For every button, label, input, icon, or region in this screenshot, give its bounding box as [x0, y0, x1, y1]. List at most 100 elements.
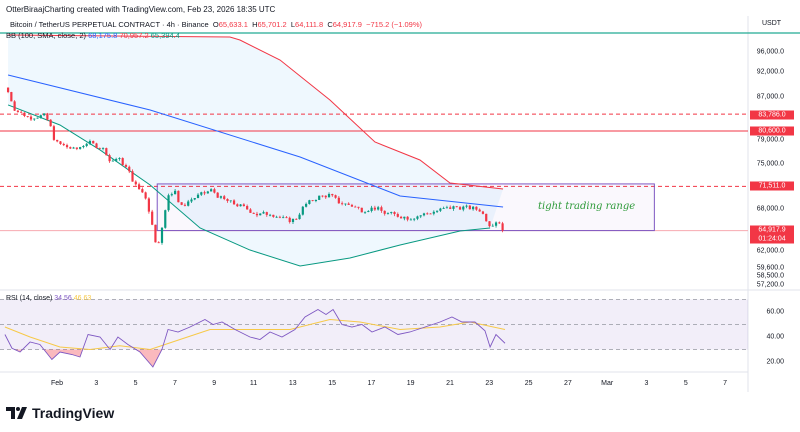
- candle: [255, 211, 259, 218]
- candle-body: [183, 204, 187, 206]
- tradingview-logo[interactable]: TradingView: [6, 405, 114, 421]
- rsi-tick: 20.00: [766, 358, 784, 366]
- candle-body: [311, 200, 314, 202]
- candle: [334, 194, 337, 199]
- bb-upper-value: 70,957.2: [119, 31, 149, 40]
- candle: [39, 114, 42, 119]
- candle: [465, 204, 468, 209]
- candle-body: [442, 208, 445, 209]
- candle-body: [105, 148, 108, 156]
- candle: [10, 91, 13, 102]
- candle: [62, 142, 65, 147]
- candle-body: [164, 210, 167, 228]
- candle-body: [154, 224, 157, 243]
- candle-body: [301, 206, 304, 215]
- candle-body: [370, 207, 373, 211]
- candle-body: [26, 116, 29, 117]
- candle: [295, 218, 298, 220]
- range-annotation[interactable]: tight trading range: [538, 201, 636, 212]
- candle-body: [193, 198, 196, 200]
- candle: [193, 198, 196, 201]
- candle: [118, 157, 121, 161]
- candle: [42, 113, 46, 117]
- candle: [206, 190, 209, 194]
- candle-body: [10, 92, 13, 102]
- bb-label: BB (100, SMA, close, 2): [6, 31, 87, 40]
- candle-body: [308, 200, 311, 204]
- candle: [373, 205, 376, 211]
- candle: [177, 190, 180, 203]
- candle: [331, 193, 334, 197]
- candle-body: [200, 192, 203, 195]
- candle: [95, 142, 98, 149]
- candle-body: [16, 110, 19, 112]
- candle: [403, 216, 406, 221]
- candle-body: [151, 211, 154, 225]
- candle-body: [259, 213, 262, 216]
- candle-body: [478, 209, 481, 212]
- rsi-ma-value: 46.63: [73, 295, 92, 302]
- candle-body: [390, 212, 393, 213]
- candle: [291, 218, 295, 224]
- candle-body: [42, 113, 46, 116]
- candle-body: [347, 203, 350, 205]
- symbol-title[interactable]: Bitcoin / TetherUS PERPETUAL CONTRACT · …: [10, 20, 209, 29]
- candle: [314, 199, 318, 203]
- candle: [16, 110, 19, 113]
- candle-body: [255, 213, 259, 216]
- candle-body: [62, 143, 65, 146]
- candle: [167, 193, 170, 212]
- candle-body: [36, 117, 39, 119]
- candle: [216, 192, 219, 198]
- candle: [59, 141, 62, 145]
- candle: [246, 204, 249, 210]
- rsi-tick: 40.00: [766, 333, 784, 341]
- price-tick: 75,000.0: [756, 160, 784, 168]
- candle-body: [488, 221, 491, 227]
- candle: [478, 208, 481, 212]
- candle: [88, 139, 92, 146]
- time-tick: 21: [446, 380, 454, 387]
- candle: [380, 205, 383, 213]
- candle-body: [232, 200, 236, 205]
- candle: [301, 205, 304, 216]
- candle-body: [23, 112, 26, 117]
- rsi-legend[interactable]: RSI (14, close) 34.56 46.63: [6, 295, 91, 302]
- candle-body: [494, 222, 498, 226]
- candle: [422, 212, 426, 217]
- candle: [134, 180, 137, 186]
- currency-label[interactable]: USDT: [762, 20, 782, 27]
- chart-credit: OtterBiraajCharting created with Trading…: [6, 5, 276, 14]
- candle: [429, 213, 432, 215]
- candle-body: [69, 147, 72, 149]
- bb-basis-line: [7, 74, 504, 208]
- candle: [458, 206, 462, 210]
- time-tick: 9: [212, 380, 217, 387]
- candle-body: [131, 171, 134, 182]
- candle: [413, 218, 416, 222]
- price-tick: 92,000.0: [756, 68, 784, 76]
- bb-lower-line: [7, 104, 491, 267]
- candle: [121, 157, 124, 166]
- candle: [105, 147, 108, 156]
- candle-body: [157, 242, 160, 244]
- candle: [242, 203, 245, 207]
- candle: [409, 218, 412, 221]
- candle: [324, 195, 327, 199]
- candle-body: [167, 195, 170, 211]
- candle: [485, 213, 488, 222]
- candle-body: [226, 198, 229, 202]
- candle: [370, 205, 373, 213]
- candle: [210, 188, 213, 192]
- candle-body: [144, 192, 147, 199]
- candle: [393, 211, 396, 217]
- candle: [56, 139, 59, 143]
- time-tick: 7: [723, 380, 728, 387]
- bb-legend[interactable]: BB (100, SMA, close, 2) 68,175.8 70,957.…: [6, 31, 180, 40]
- candle: [219, 195, 223, 200]
- candle-body: [501, 223, 504, 231]
- candle-body: [118, 158, 121, 160]
- candle-body: [396, 214, 399, 217]
- candle: [20, 110, 23, 113]
